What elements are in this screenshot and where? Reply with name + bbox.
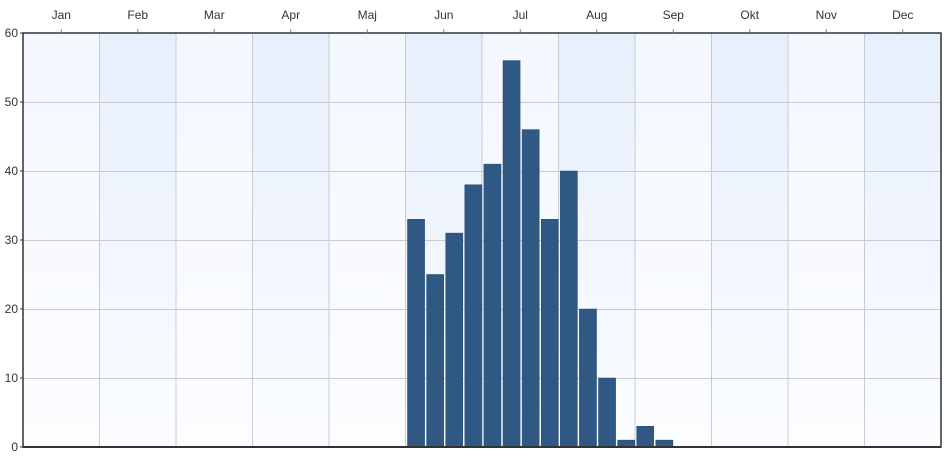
bar-week-32[interactable]: [598, 377, 616, 448]
month-label-okt: Okt: [740, 8, 759, 22]
month-label-maj: Maj: [358, 8, 377, 22]
y-tick-label: 10: [5, 371, 19, 385]
bar-week-31[interactable]: [579, 308, 597, 448]
month-label-mar: Mar: [204, 8, 225, 22]
bar-week-25[interactable]: [464, 184, 483, 448]
bar-week-24[interactable]: [445, 232, 464, 448]
month-label-sep: Sep: [663, 8, 685, 22]
bars: [407, 60, 674, 448]
month-label-aug: Aug: [586, 8, 607, 22]
y-tick-label: 20: [5, 302, 19, 316]
bar-week-34[interactable]: [636, 426, 655, 448]
month-label-feb: Feb: [127, 8, 148, 22]
bar-week-30[interactable]: [560, 170, 578, 448]
bar-week-23[interactable]: [426, 274, 444, 448]
y-tick-label: 30: [5, 233, 19, 247]
month-label-dec: Dec: [892, 8, 913, 22]
month-label-jul: Jul: [513, 8, 528, 22]
month-label-apr: Apr: [281, 8, 300, 22]
bar-week-33[interactable]: [617, 439, 635, 448]
bar-week-27[interactable]: [502, 60, 521, 448]
bar-week-26[interactable]: [483, 163, 502, 448]
month-label-nov: Nov: [816, 8, 837, 22]
y-tick-labels: 0 10 20 30 40 50 60: [5, 26, 23, 454]
month-label-jun: Jun: [434, 8, 453, 22]
month-labels: Jan Feb Mar Apr Maj Jun Jul Aug Sep Okt Nov Dec: [52, 8, 913, 33]
bar-week-35[interactable]: [655, 439, 674, 448]
y-tick-label: 60: [5, 26, 19, 40]
y-tick-label: 0: [11, 440, 18, 454]
y-tick-label: 40: [5, 164, 19, 178]
y-tick-label: 50: [5, 95, 19, 109]
bar-week-22[interactable]: [407, 219, 425, 448]
bar-week-28[interactable]: [521, 129, 540, 448]
bar-week-29[interactable]: [540, 219, 559, 448]
month-label-jan: Jan: [52, 8, 71, 22]
